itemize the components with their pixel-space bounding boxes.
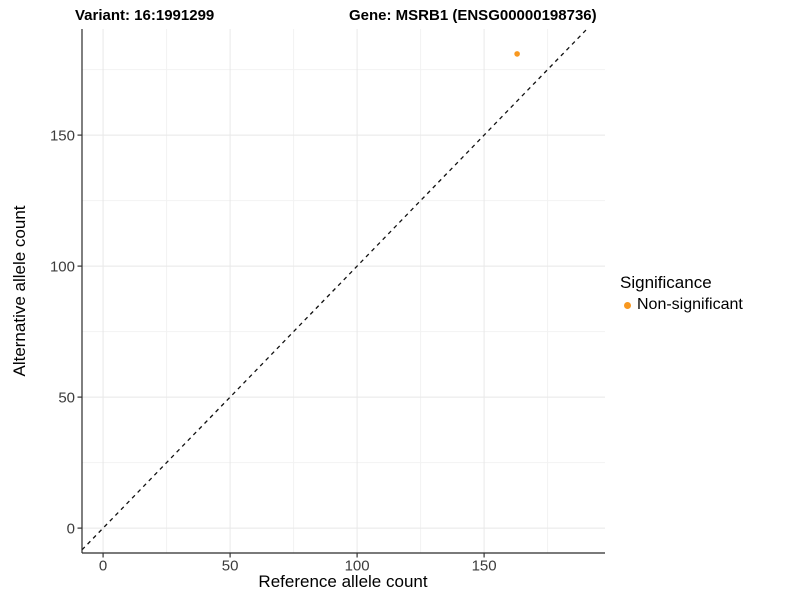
plot-title-variant: Variant: 16:1991299	[75, 7, 215, 24]
legend: Significance Non-significant	[620, 273, 743, 314]
x-tick-label: 50	[222, 558, 239, 575]
x-tick-label: 150	[472, 558, 497, 575]
legend-title: Significance	[620, 273, 712, 292]
y-tick-label: 150	[50, 128, 75, 145]
y-axis-label: Alternative allele count	[10, 205, 29, 377]
plot-title-gene: Gene: MSRB1 (ENSG00000198736)	[349, 7, 597, 24]
y-tick-label: 100	[50, 259, 75, 276]
identity-line	[81, 28, 588, 551]
y-tick-label: 0	[67, 521, 75, 538]
legend-entry: Non-significant	[620, 296, 743, 314]
x-axis-label: Reference allele count	[258, 572, 428, 591]
legend-point-icon	[624, 301, 631, 309]
y-tick-label: 50	[58, 390, 75, 407]
x-tick-label: 0	[99, 558, 107, 575]
legend-entry-label: Non-significant	[637, 296, 743, 313]
x-tick-label: 100	[345, 558, 370, 575]
data-point	[514, 51, 520, 57]
